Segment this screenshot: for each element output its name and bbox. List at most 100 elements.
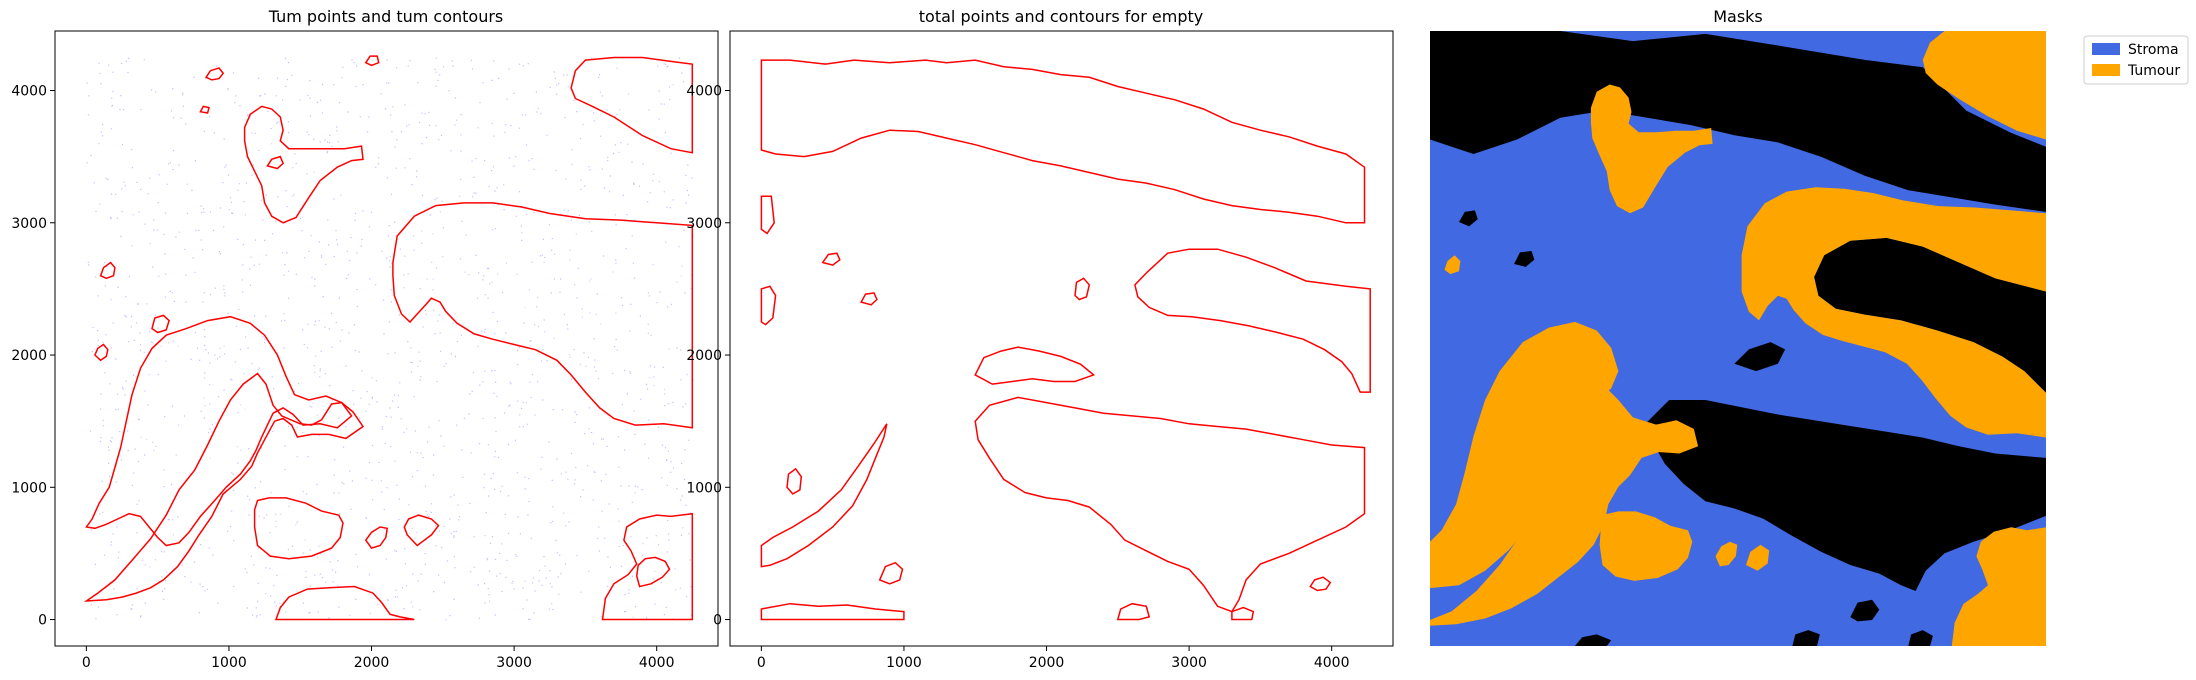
panel-2-frame [729,30,1394,647]
tumour-point-cluster [244,106,363,223]
empty-contour [760,602,905,621]
empty-region [1792,630,1820,646]
x-tick-label: 4000 [639,655,675,671]
empty-region [1908,630,1933,646]
empty-region [1075,278,1090,300]
panel-2-title: total points and contours for empty [919,7,1203,26]
panel-1-title: Tum points and tum contours [268,7,504,26]
tumour-contour [392,202,694,429]
empty-contour [786,467,803,495]
tumour-region [1430,382,1699,626]
tumour-contour [199,105,210,114]
tumour-region [1715,541,1738,567]
empty-region [1814,237,2046,393]
tumour-contour [364,526,389,549]
y-tick-label: 2000 [11,348,47,364]
empty-contour [1231,606,1255,621]
tumour-contour [601,512,694,621]
tumour-region [1430,321,1619,589]
empty-region [1850,599,1880,622]
empty-contour [1309,576,1332,592]
tumour-point-cluster [254,497,343,559]
tumour-points [86,56,693,620]
tumour-region [1599,511,1693,581]
x-tick-label: 1000 [211,655,247,671]
panel-1-frame [54,30,719,647]
masks-legend: Stroma Tumour [2083,35,2189,85]
y-tick-label: 4000 [686,84,722,100]
legend-label-stroma: Stroma [2128,42,2179,58]
tumour-contour [204,67,225,81]
x-tick-label: 3000 [496,655,532,671]
tumour-contour [266,155,284,170]
tumour-point-cluster [636,557,670,587]
empty-contour [1116,602,1151,621]
panel-3-mask-image [1430,31,2046,646]
x-tick-label: 0 [82,655,91,671]
empty-contour [974,346,1096,385]
empty-region [1514,251,1535,267]
panel-1-y-axis: 0 1000 2000 3000 4000 [11,84,55,629]
empty-regions [761,60,1371,620]
empty-contour [1134,248,1371,393]
tumour-contour [243,105,364,224]
empty-region [1134,249,1371,393]
tumour-contour [570,56,694,154]
tumour-point-cluster [267,156,284,169]
empty-contour [1074,277,1091,301]
tumour-contour [151,314,170,334]
x-tick-label: 0 [757,655,766,671]
empty-region [1574,634,1612,646]
tumour-contour [364,55,380,67]
panel-2-y-axis: 0 1000 2000 3000 4000 [686,84,730,629]
tumour-contour [85,315,353,547]
x-tick-label: 2000 [1029,655,1065,671]
empty-region [1647,400,2046,591]
panel-masks: Masks Stroma Tumour [1430,7,2189,646]
empty-region [761,60,1365,223]
empty-region [975,397,1365,612]
empty-region [761,603,904,620]
tumour-point-cluster [571,57,693,153]
tumour-point-cluster [100,262,115,279]
empty-region [761,286,776,325]
panel-tum-points: Tum points and tum contours 0 1000 2000 300… [11,7,719,671]
empty-region [787,468,802,494]
tumour-point-cluster [404,515,439,546]
tumour-region [1590,84,1713,214]
tumour-point-cluster [152,315,170,333]
y-tick-label: 0 [713,613,722,629]
tumour-contour [253,497,344,560]
empty-region [1430,31,2046,212]
tumour-region [1444,255,1461,275]
panel-3-title: Masks [1713,7,1763,26]
tumour-point-cluster [86,316,352,546]
tumour-point-cluster [392,202,693,428]
y-tick-label: 2000 [686,348,722,364]
empty-contour [760,285,777,326]
empty-region [1117,603,1150,620]
tumour-point-cluster [276,586,415,620]
empty-region [1734,342,1786,372]
empty-region [1310,577,1331,591]
empty-contour [760,59,1366,224]
panel-2-x-axis: 0 1000 2000 3000 4000 [757,646,1350,671]
tumour-contour [93,343,109,362]
empty-region [975,347,1094,385]
empty-contour [878,561,904,585]
empty-contour [974,396,1366,613]
tumour-contour [635,556,671,588]
x-tick-label: 2000 [354,655,390,671]
tumour-contour [99,261,116,280]
x-tick-label: 3000 [1171,655,1207,671]
tumour-region [1741,187,2046,438]
empty-region [761,423,887,567]
y-tick-label: 0 [38,613,47,629]
empty-region [1231,607,1254,620]
tumour-contour [403,514,440,547]
y-tick-label: 4000 [11,84,47,100]
empty-contour [760,195,775,235]
empty-region [761,196,775,234]
panel-2-plot-area [760,57,1371,621]
tumour-region [1951,527,2046,646]
